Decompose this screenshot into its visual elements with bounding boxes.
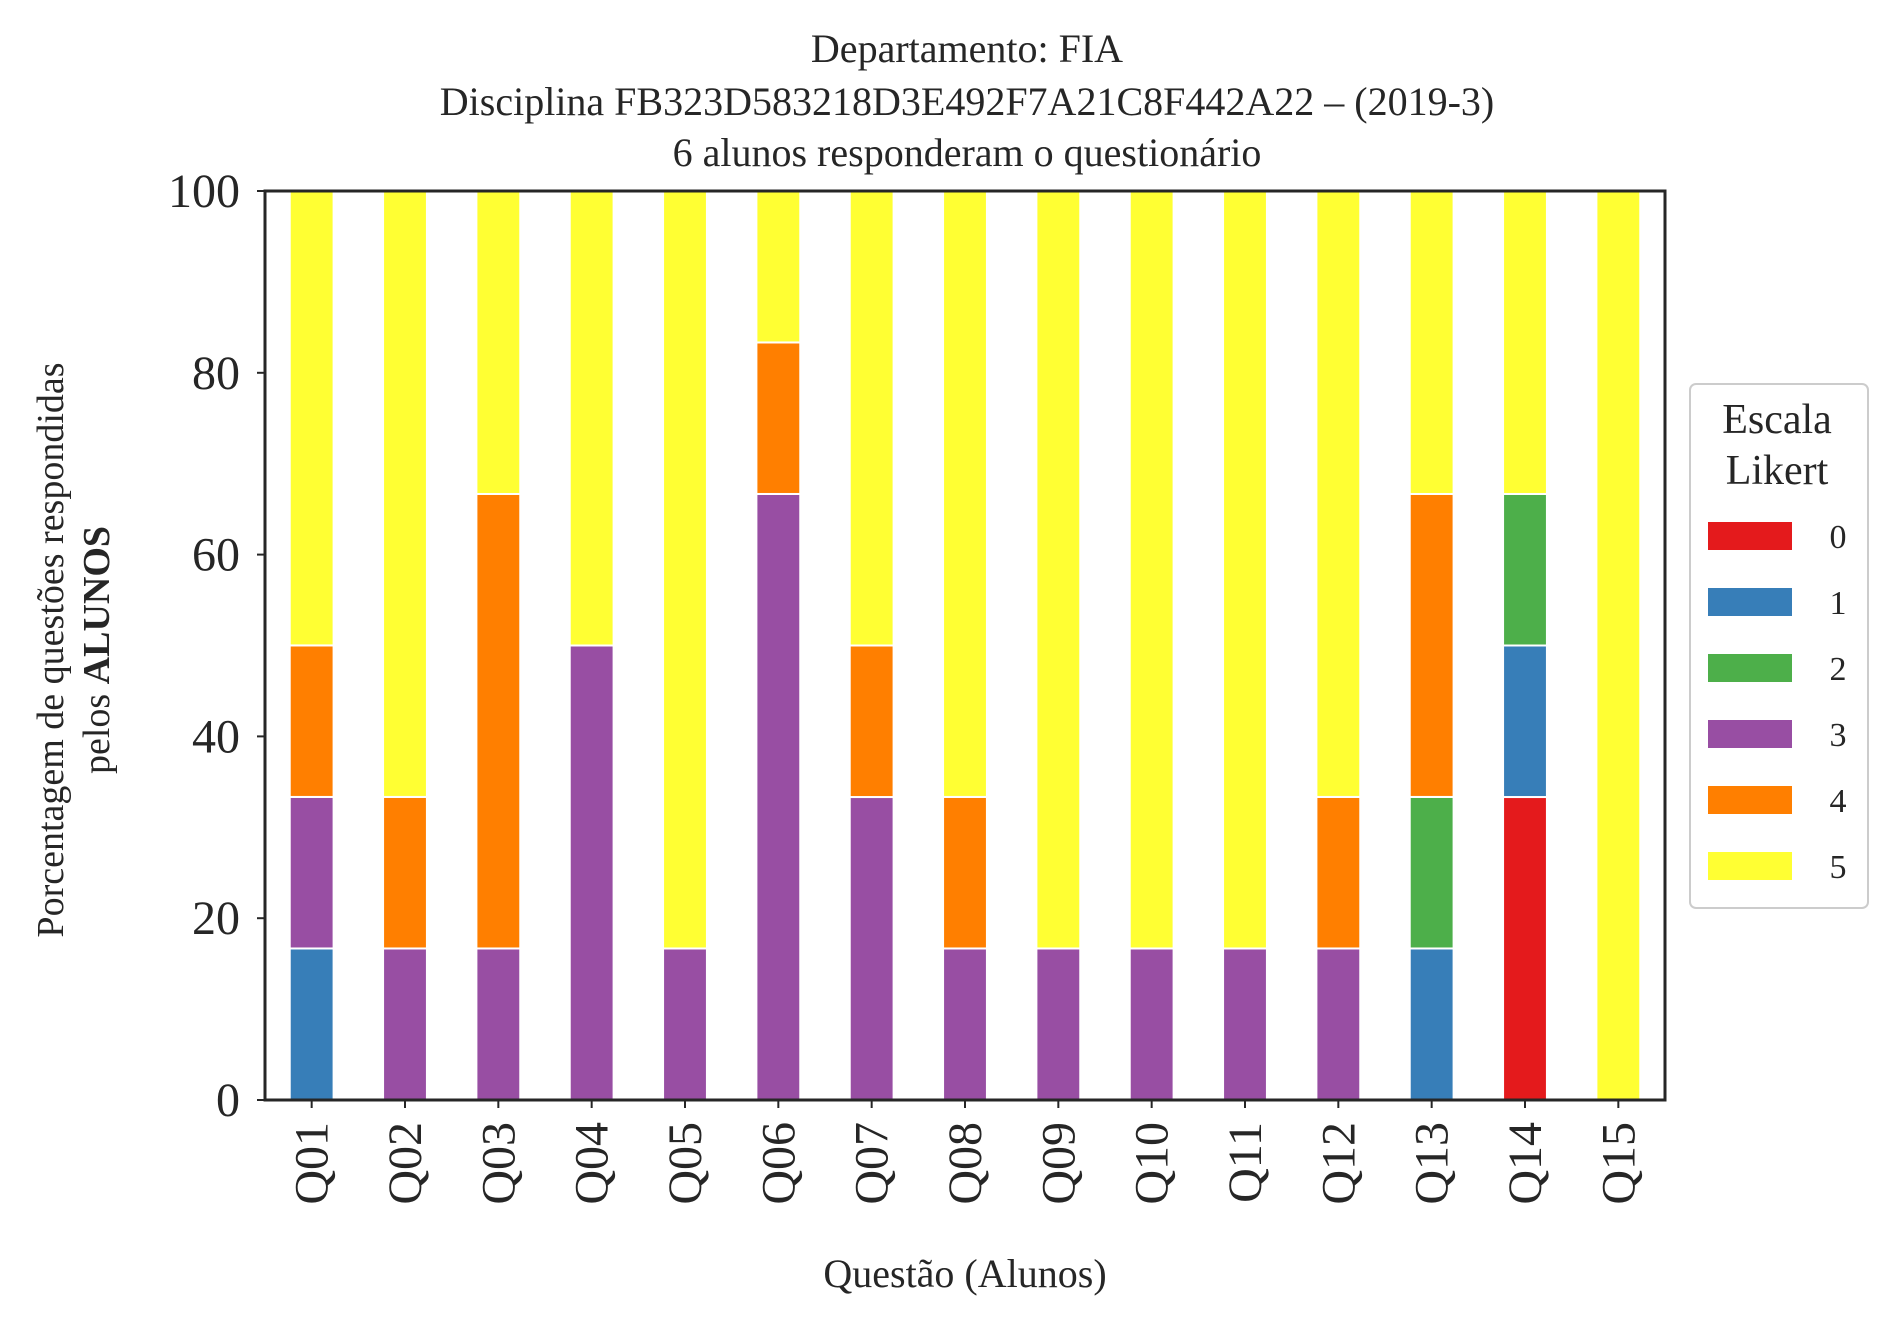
x-tick-label-Q01: Q01 (286, 1122, 339, 1205)
y-axis-label-line-1: Porcentagem de questões respondidas (30, 362, 72, 937)
bar-Q11-level-5 (1222, 190, 1268, 950)
x-tick-label-Q10: Q10 (1126, 1122, 1179, 1205)
bar-Q07-level-3 (848, 796, 895, 1101)
legend-label-0: 0 (1830, 519, 1847, 556)
y-tick-label: 80 (192, 347, 240, 400)
legend-label-1: 1 (1830, 585, 1847, 622)
bar-Q05-level-5 (662, 190, 708, 950)
bar-Q08-level-5 (942, 189, 988, 798)
y-axis-label-prefix: pelos (76, 684, 118, 774)
x-tick-label-Q04: Q04 (566, 1122, 619, 1205)
y-tick-label: 20 (192, 892, 240, 945)
bar-Q12-level-5 (1315, 189, 1362, 798)
bar-Q02-level-5 (382, 189, 428, 798)
y-axis-ticks: 0 20 40 60 80 100 (168, 165, 265, 1127)
y-tick-label: 100 (168, 165, 240, 218)
bar-Q07-level-4 (848, 644, 895, 799)
chart-title-line-3: 6 alunos responderam o questionário (673, 130, 1262, 175)
x-tick-label-Q03: Q03 (472, 1122, 525, 1205)
legend-swatch-1 (1708, 588, 1792, 616)
x-tick-label-Q13: Q13 (1406, 1122, 1459, 1205)
bar-Q14-level-5 (1502, 190, 1548, 495)
bar-Q13-level-5 (1408, 190, 1455, 495)
y-axis-label-line-2: pelos ALUNOS (76, 526, 118, 774)
bar-Q06-level-4 (755, 341, 802, 495)
bar-Q12-level-4 (1315, 795, 1362, 950)
bar-Q15-level-5 (1595, 190, 1642, 1101)
bar-Q13-level-1 (1408, 947, 1455, 1102)
x-tick-label-Q06: Q06 (752, 1122, 805, 1205)
bar-Q08-level-4 (942, 795, 988, 950)
bar-Q09-level-3 (1035, 947, 1082, 1102)
bar-Q12-level-3 (1315, 947, 1362, 1102)
chart-title-line-1: Departamento: FIA (811, 26, 1123, 71)
legend-swatch-4 (1708, 786, 1792, 814)
bar-Q04-level-5 (568, 190, 615, 647)
legend-label-4: 4 (1830, 783, 1847, 820)
bar-Q14-level-0 (1502, 796, 1548, 1101)
legend-label-3: 3 (1830, 717, 1847, 754)
bar-Q01-level-3 (288, 795, 335, 950)
bar-Q09-level-5 (1035, 190, 1082, 950)
bar-Q10-level-5 (1128, 190, 1175, 950)
y-tick-label: 60 (192, 529, 240, 582)
bar-Q08-level-3 (942, 947, 988, 1102)
bar-Q01-level-4 (288, 644, 335, 798)
bar-Q02-level-4 (382, 795, 428, 950)
bar-Q03-level-3 (475, 947, 522, 1102)
legend-title-line-1: Escala (1722, 397, 1832, 443)
legend-swatch-3 (1708, 720, 1792, 748)
legend: Escala Likert 0 1 2 3 4 5 (1689, 383, 1869, 909)
bars (288, 189, 1642, 1102)
y-axis-label: Porcentagem de questões respondidas pelo… (30, 362, 118, 937)
bar-Q14-level-1 (1502, 644, 1548, 799)
bar-Q04-level-3 (568, 644, 615, 1101)
legend-swatch-2 (1708, 654, 1792, 682)
legend-label-2: 2 (1830, 651, 1847, 688)
x-tick-label-Q02: Q02 (379, 1122, 432, 1205)
bar-Q11-level-3 (1222, 947, 1268, 1102)
bar-Q07-level-5 (848, 190, 895, 647)
legend-box (1689, 383, 1869, 909)
chart-title: Departamento: FIA Disciplina FB323D58321… (440, 26, 1494, 175)
legend-swatch-0 (1708, 522, 1792, 550)
x-axis-label: Questão (Alunos) (823, 1251, 1106, 1296)
bar-Q13-level-2 (1408, 795, 1455, 950)
x-tick-label-Q08: Q08 (939, 1122, 992, 1205)
bar-Q06-level-5 (755, 189, 802, 344)
bar-Q03-level-5 (475, 190, 522, 495)
legend-items: 0 1 2 3 4 5 (1708, 519, 1847, 886)
x-axis-ticks: Q01 Q02 Q03 Q04 Q05 Q06 Q07 Q08 Q09 Q10 Q11 Q12 Q13 Q… (286, 1100, 1645, 1205)
plot-frame (263, 189, 1667, 1102)
x-tick-label-Q07: Q07 (846, 1122, 899, 1205)
y-tick-label: 0 (216, 1074, 240, 1127)
legend-title-line-2: Likert (1726, 448, 1829, 494)
bar-Q01-level-5 (288, 189, 335, 647)
y-tick-label: 40 (192, 710, 240, 763)
legend-swatch-5 (1708, 852, 1792, 880)
bar-Q13-level-4 (1408, 492, 1455, 798)
bar-Q14-level-2 (1502, 492, 1548, 647)
x-tick-label-Q09: Q09 (1032, 1122, 1085, 1205)
x-tick-label-Q14: Q14 (1499, 1122, 1552, 1205)
chart-title-line-2: Disciplina FB323D583218D3E492F7A21C8F442… (440, 79, 1494, 124)
bar-Q01-level-1 (288, 947, 335, 1102)
x-tick-label-Q15: Q15 (1592, 1122, 1645, 1205)
x-tick-label-Q11: Q11 (1219, 1122, 1272, 1203)
y-axis-label-bold: ALUNOS (76, 526, 118, 684)
bar-Q02-level-3 (382, 947, 428, 1102)
x-tick-label-Q12: Q12 (1312, 1122, 1365, 1205)
x-tick-label-Q05: Q05 (659, 1122, 712, 1205)
bar-Q06-level-3 (755, 492, 802, 1101)
legend-label-5: 5 (1830, 849, 1847, 886)
bar-Q05-level-3 (662, 947, 708, 1102)
bar-Q10-level-3 (1128, 947, 1175, 1102)
bar-Q03-level-4 (475, 492, 522, 950)
